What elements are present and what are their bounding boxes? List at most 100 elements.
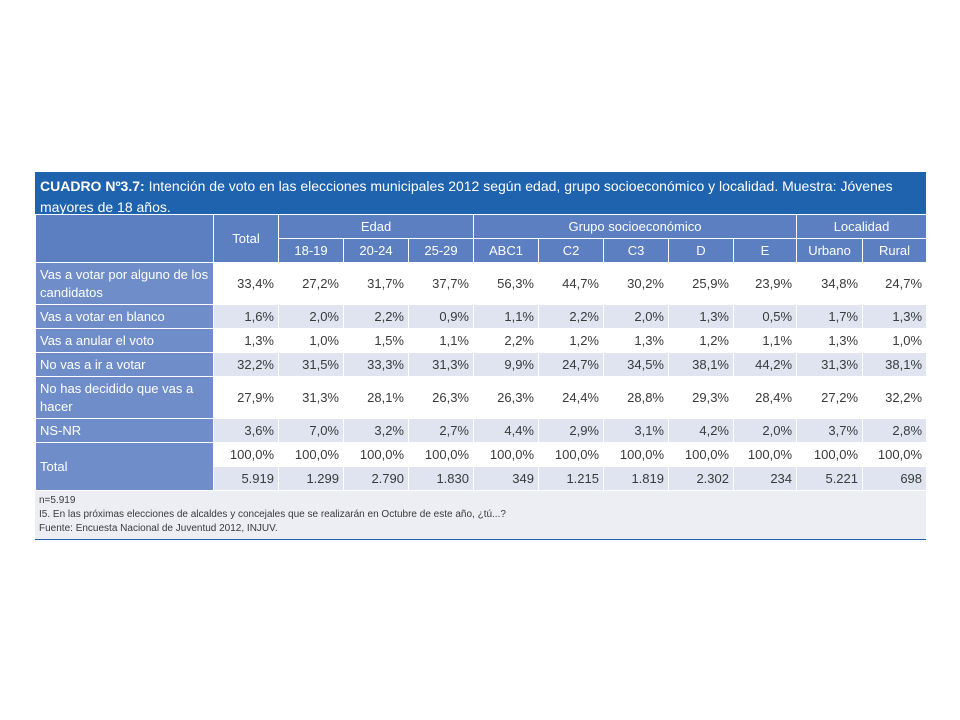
total-percent-cell: 100,0% [408, 442, 474, 467]
table-cell: 28,1% [343, 376, 409, 419]
table-cell: 31,3% [796, 352, 864, 377]
table-cell: 34,8% [796, 262, 864, 305]
table-title: CUADRO Nº3.7: Intención de voto en las e… [35, 172, 926, 214]
table-cell: 1,2% [538, 328, 604, 353]
table-cell: 2,2% [473, 328, 539, 353]
table-cell: 2,9% [538, 418, 604, 443]
table-cell: 31,7% [343, 262, 409, 305]
total-count-cell: 1.819 [603, 466, 669, 491]
row-label: No has decidido que vas a hacer [35, 376, 214, 419]
table-cell: 7,0% [278, 418, 344, 443]
table-cell: 56,3% [473, 262, 539, 305]
total-percent-cell: 100,0% [732, 442, 798, 467]
total-count-cell: 1.299 [278, 466, 344, 491]
table-cell: 1,3% [796, 328, 864, 353]
table-cell: 2,0% [732, 418, 798, 443]
table-cell: 26,3% [408, 376, 474, 419]
row-label: Vas a votar en blanco [35, 304, 214, 329]
row-label: Vas a anular el voto [35, 328, 214, 353]
header-group-edad: Edad [278, 214, 474, 239]
table-cell: 1,6% [213, 304, 279, 329]
header-group-localidad: Localidad [796, 214, 928, 239]
table-cell: 0,5% [732, 304, 798, 329]
table-cell: 33,4% [213, 262, 279, 305]
header-column: 18-19 [278, 238, 344, 263]
table-cell: 2,2% [538, 304, 604, 329]
data-table: Total Edad Grupo socioeconómico Localida… [35, 214, 928, 491]
table-row: Vas a anular el voto 1,3% 1,0% 1,5% 1,1% 2,2%… [35, 328, 928, 353]
total-count-cell: 234 [732, 466, 798, 491]
header-column: Urbano [796, 238, 864, 263]
table-container: CUADRO Nº3.7: Intención de voto en las e… [35, 172, 928, 540]
table-footnotes: n=5.919 I5. En las próximas elecciones de… [35, 491, 926, 540]
table-cell: 1,1% [473, 304, 539, 329]
table-cell: 27,2% [278, 262, 344, 305]
table-cell: 30,2% [603, 262, 669, 305]
row-label: NS-NR [35, 418, 214, 443]
total-percent-row: Total 100,0% 100,0% 100,0% 100,0% 100,0% 100,0… [35, 442, 928, 491]
total-percent-cell: 100,0% [473, 442, 539, 467]
table-cell: 28,8% [603, 376, 669, 419]
table-title-label: CUADRO Nº3.7: [40, 178, 145, 194]
table-cell: 4,2% [668, 418, 734, 443]
table-cell: 33,3% [343, 352, 409, 377]
table-row: Vas a votar por alguno de los candidatos… [35, 262, 928, 305]
header-column: 20-24 [343, 238, 409, 263]
table-cell: 37,7% [408, 262, 474, 305]
header-column: ABC1 [473, 238, 539, 263]
table-cell: 3,1% [603, 418, 669, 443]
table-cell: 32,2% [213, 352, 279, 377]
table-cell: 1,3% [213, 328, 279, 353]
table-cell: 1,0% [278, 328, 344, 353]
header-column: 25-29 [408, 238, 474, 263]
total-count-row: 5.919 1.299 2.790 1.830 349 1.215 1.819 2.302 23… [36, 466, 928, 491]
table-row: Vas a votar en blanco 1,6% 2,0% 2,2% 0,9% 1,1… [35, 304, 928, 329]
table-cell: 38,1% [668, 352, 734, 377]
table-cell: 31,5% [278, 352, 344, 377]
table-cell: 1,1% [732, 328, 798, 353]
table-cell: 4,4% [473, 418, 539, 443]
table-cell: 24,7% [538, 352, 604, 377]
table-cell: 1,0% [862, 328, 928, 353]
table-cell: 2,0% [278, 304, 344, 329]
header-column: Rural [862, 238, 928, 263]
total-count-cell: 5.919 [213, 466, 279, 491]
table-cell: 1,1% [408, 328, 474, 353]
table-row: No has decidido que vas a hacer 27,9% 31,3… [35, 376, 928, 419]
header-column: C2 [538, 238, 604, 263]
table-cell: 28,4% [732, 376, 798, 419]
total-percent-cell: 100,0% [538, 442, 604, 467]
table-cell: 26,3% [473, 376, 539, 419]
total-percent-cell: 100,0% [603, 442, 669, 467]
total-count-cell: 349 [473, 466, 539, 491]
table-cell: 34,5% [603, 352, 669, 377]
table-cell: 24,7% [862, 262, 928, 305]
table-cell: 1,3% [603, 328, 669, 353]
header-column: E [732, 238, 798, 263]
footnote-line: Fuente: Encuesta Nacional de Juventud 20… [39, 523, 278, 534]
table-cell: 31,3% [408, 352, 474, 377]
footnote-line: n=5.919 [39, 495, 76, 506]
total-count-cell: 1.830 [408, 466, 474, 491]
table-cell: 2,8% [862, 418, 928, 443]
header-column: D [668, 238, 734, 263]
table-title-text: Intención de voto en las elecciones muni… [40, 178, 893, 214]
total-percent-cell: 100,0% [862, 442, 928, 467]
row-label: Vas a votar por alguno de los candidatos [35, 262, 214, 305]
table-header: Total Edad Grupo socioeconómico Localida… [35, 214, 928, 263]
table-cell: 32,2% [862, 376, 928, 419]
total-percent-cell: 100,0% [343, 442, 409, 467]
table-cell: 2,7% [408, 418, 474, 443]
table-cell: 3,2% [343, 418, 409, 443]
total-count-cell: 1.215 [538, 466, 604, 491]
table-cell: 2,0% [603, 304, 669, 329]
total-count-cell: 2.790 [343, 466, 409, 491]
table-cell: 1,2% [668, 328, 734, 353]
total-percent-cell: 100,0% [796, 442, 864, 467]
table-cell: 1,5% [343, 328, 409, 353]
total-count-cell: 698 [862, 466, 928, 491]
total-percent-cell: 100,0% [668, 442, 734, 467]
table-cell: 9,9% [473, 352, 539, 377]
table-cell: 23,9% [732, 262, 798, 305]
total-percent-cell: 100,0% [278, 442, 344, 467]
